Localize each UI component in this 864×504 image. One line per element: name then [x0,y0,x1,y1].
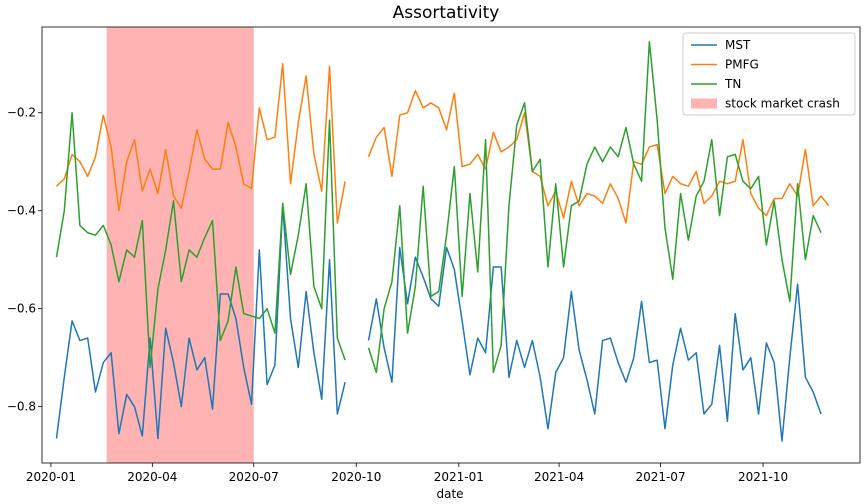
series-line-pmfg-1 [55,62,346,224]
y-tick-label: −0.4 [7,204,36,218]
legend: MST PMFG TN stock market crash [682,32,856,116]
x-tick-label: 2020-07 [229,470,279,484]
series-line-mst-2 [367,246,822,442]
x-tick-label: 2021-04 [534,470,584,484]
x-axis-label: date [436,487,463,501]
series-line-tn-2 [367,40,822,374]
x-tick-label: 2020-10 [331,470,381,484]
legend-box [682,32,856,116]
plot-area: 2020-01 2020-04 2020-07 2020-10 2021-01 2021-… [7,26,861,484]
y-tick-label: −0.6 [7,302,36,316]
legend-label-tn: TN [724,77,741,91]
series-line-tn-1 [55,111,346,369]
series-line-pmfg-2 [367,89,830,224]
x-tick-label: 2021-10 [738,470,788,484]
x-tick-label: 2021-01 [434,470,484,484]
x-tick-label: 2020-01 [26,470,76,484]
chart-title: Assortativity [393,3,500,23]
y-tick-label: −0.2 [7,106,36,120]
legend-label-mst: MST [725,38,751,52]
legend-patch-stock-market-crash [691,98,717,109]
crash-shaded-region [106,27,254,463]
x-tick-label: 2020-04 [127,470,177,484]
axes-frame [41,26,861,464]
y-tick-label: −0.8 [7,400,36,414]
legend-label-stock-market-crash: stock market crash [725,97,840,111]
x-tick-label: 2021-07 [635,470,685,484]
legend-label-pmfg: PMFG [725,58,759,72]
series-line-mst-1 [55,205,346,440]
